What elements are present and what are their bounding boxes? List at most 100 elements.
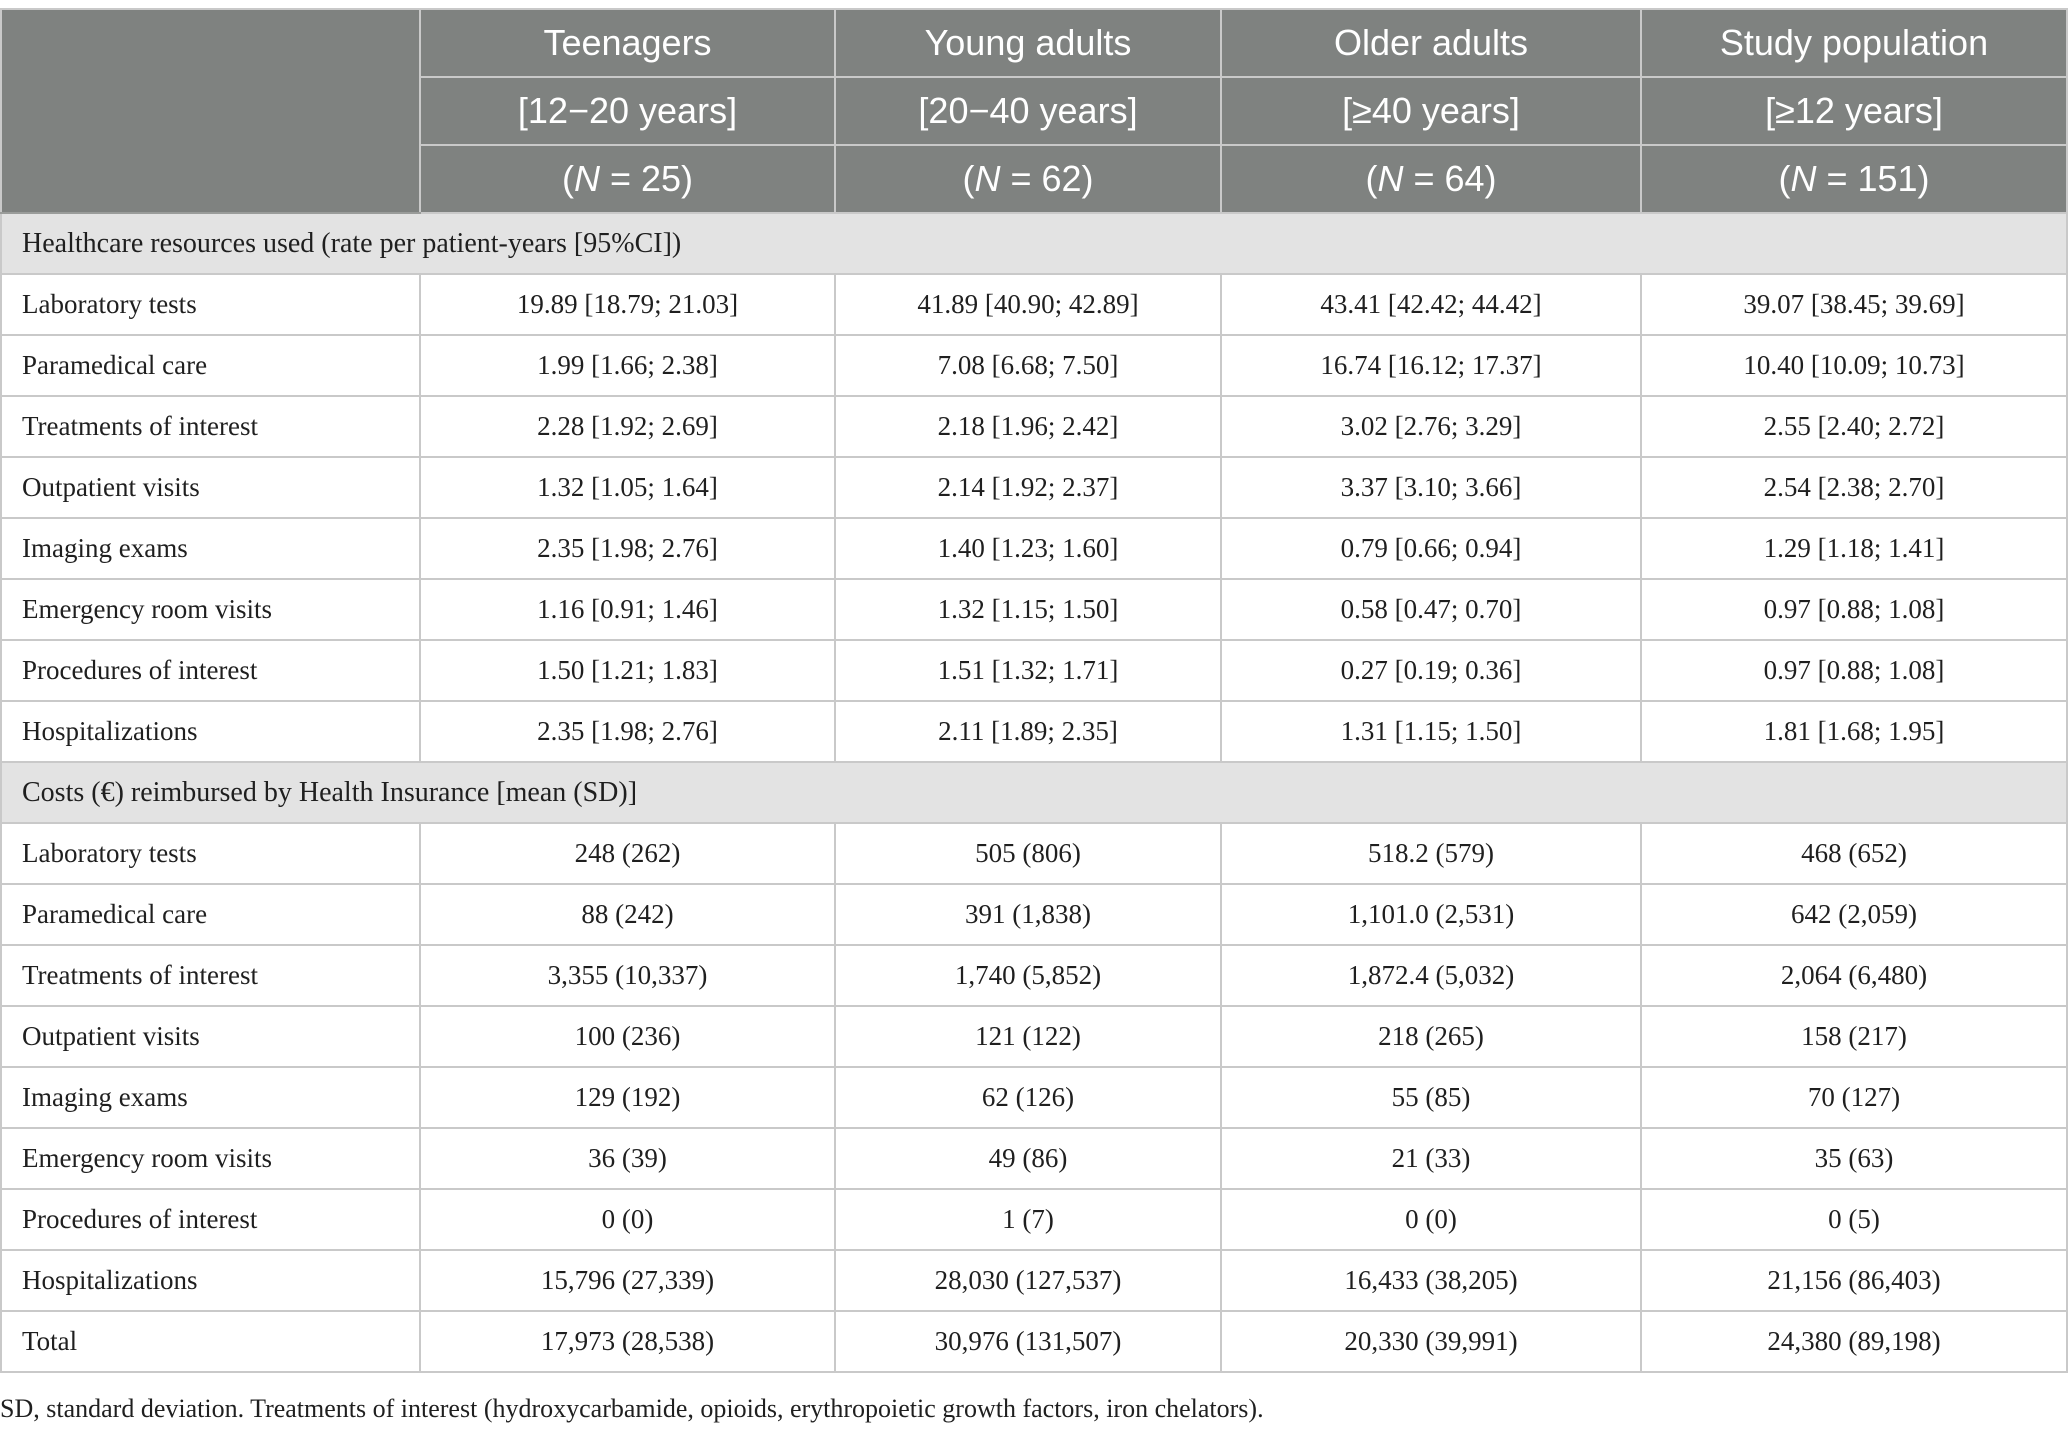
- row-label: Hospitalizations: [0, 1249, 421, 1312]
- table-row: Total 17,973 (28,538) 30,976 (131,507) 20,3…: [0, 1310, 2068, 1373]
- header-row-group: Teenagers Young adults Older adults Stud…: [0, 8, 2068, 214]
- table-footnote: SD, standard deviation. Treatments of in…: [0, 1394, 1264, 1423]
- table-cell: 1.16 [0.91; 1.46]: [419, 578, 836, 641]
- table-cell: 30,976 (131,507): [834, 1310, 1222, 1373]
- table-cell: 391 (1,838): [834, 883, 1222, 946]
- table-cell: 43.41 [42.42; 44.42]: [1220, 273, 1642, 336]
- table-cell: 55 (85): [1220, 1066, 1642, 1129]
- data-table: Teenagers Young adults Older adults Stud…: [0, 8, 2068, 1373]
- row-label: Hospitalizations: [0, 700, 421, 763]
- table-cell: 41.89 [40.90; 42.89]: [834, 273, 1222, 336]
- table-cell: 0 (0): [419, 1188, 836, 1251]
- table-cell: 1.40 [1.23; 1.60]: [834, 517, 1222, 580]
- table-cell: 88 (242): [419, 883, 836, 946]
- table-cell: 28,030 (127,537): [834, 1249, 1222, 1312]
- table-row: Laboratory tests 248 (262) 505 (806) 518.2 …: [0, 822, 2068, 885]
- table-row: Outpatient visits 1.32 [1.05; 1.64] 2.14 […: [0, 456, 2068, 519]
- table-cell: 248 (262): [419, 822, 836, 885]
- table-cell: 3.02 [2.76; 3.29]: [1220, 395, 1642, 458]
- header-range-older-adults: [≥40 years]: [1220, 76, 1642, 146]
- header-n-study-population: (N = 151): [1640, 144, 2068, 214]
- table-cell: 1.99 [1.66; 2.38]: [419, 334, 836, 397]
- table-cell: 19.89 [18.79; 21.03]: [419, 273, 836, 336]
- section-header-row: Healthcare resources used (rate per pati…: [0, 212, 2068, 275]
- table-row: Procedures of interest 1.50 [1.21; 1.83] 1…: [0, 639, 2068, 702]
- table-cell: 158 (217): [1640, 1005, 2068, 1068]
- row-label: Treatments of interest: [0, 395, 421, 458]
- row-label: Total: [0, 1310, 421, 1373]
- table-cell: 39.07 [38.45; 39.69]: [1640, 273, 2068, 336]
- n-symbol: N: [1790, 158, 1817, 199]
- table-cell: 1.31 [1.15; 1.50]: [1220, 700, 1642, 763]
- row-label: Imaging exams: [0, 1066, 421, 1129]
- table-cell: 121 (122): [834, 1005, 1222, 1068]
- table-row: Emergency room visits 36 (39) 49 (86) 21 (3…: [0, 1127, 2068, 1190]
- table-cell: 1.29 [1.18; 1.41]: [1640, 517, 2068, 580]
- table-cell: 16.74 [16.12; 17.37]: [1220, 334, 1642, 397]
- table-cell: 16,433 (38,205): [1220, 1249, 1642, 1312]
- table-row: Imaging exams 129 (192) 62 (126) 55 (85) 70 …: [0, 1066, 2068, 1129]
- table-body: Healthcare resources used (rate per pati…: [0, 212, 2068, 1373]
- table-cell: 7.08 [6.68; 7.50]: [834, 334, 1222, 397]
- header-range-study-population: [≥12 years]: [1640, 76, 2068, 146]
- section-title: Healthcare resources used (rate per pati…: [0, 212, 2068, 275]
- table-cell: 0 (5): [1640, 1188, 2068, 1251]
- table-row: Hospitalizations 15,796 (27,339) 28,030 (1…: [0, 1249, 2068, 1312]
- row-label: Procedures of interest: [0, 1188, 421, 1251]
- table-cell: 0.27 [0.19; 0.36]: [1220, 639, 1642, 702]
- table-cell: 2.18 [1.96; 2.42]: [834, 395, 1222, 458]
- table-cell: 2.54 [2.38; 2.70]: [1640, 456, 2068, 519]
- header-n-young-adults: (N = 62): [834, 144, 1222, 214]
- n-value: = 64: [1403, 158, 1485, 199]
- row-label: Treatments of interest: [0, 944, 421, 1007]
- table-cell: 20,330 (39,991): [1220, 1310, 1642, 1373]
- table-cell: 505 (806): [834, 822, 1222, 885]
- table-cell: 24,380 (89,198): [1640, 1310, 2068, 1373]
- section-title: Costs (€) reimbursed by Health Insurance…: [0, 761, 2068, 824]
- header-group-teenagers: Teenagers: [419, 8, 836, 78]
- header-group-study-population: Study population: [1640, 8, 2068, 78]
- table-cell: 0.97 [0.88; 1.08]: [1640, 639, 2068, 702]
- table-cell: 518.2 (579): [1220, 822, 1642, 885]
- header-n-older-adults: (N = 64): [1220, 144, 1642, 214]
- table-cell: 0.58 [0.47; 0.70]: [1220, 578, 1642, 641]
- table-cell: 2.35 [1.98; 2.76]: [419, 517, 836, 580]
- table-cell: 2.28 [1.92; 2.69]: [419, 395, 836, 458]
- table-row: Laboratory tests 19.89 [18.79; 21.03] 41.8…: [0, 273, 2068, 336]
- table-cell: 2.55 [2.40; 2.72]: [1640, 395, 2068, 458]
- table-cell: 49 (86): [834, 1127, 1222, 1190]
- row-label: Imaging exams: [0, 517, 421, 580]
- row-label: Paramedical care: [0, 334, 421, 397]
- table-cell: 1.51 [1.32; 1.71]: [834, 639, 1222, 702]
- table-cell: 218 (265): [1220, 1005, 1642, 1068]
- table-cell: 70 (127): [1640, 1066, 2068, 1129]
- table-cell: 1.32 [1.15; 1.50]: [834, 578, 1222, 641]
- table-cell: 2,064 (6,480): [1640, 944, 2068, 1007]
- row-label: Procedures of interest: [0, 639, 421, 702]
- table-cell: 36 (39): [419, 1127, 836, 1190]
- table-cell: 62 (126): [834, 1066, 1222, 1129]
- table-cell: 0.79 [0.66; 0.94]: [1220, 517, 1642, 580]
- table-row: Treatments of interest 3,355 (10,337) 1,74…: [0, 944, 2068, 1007]
- table-cell: 468 (652): [1640, 822, 2068, 885]
- table-cell: 3,355 (10,337): [419, 944, 836, 1007]
- table-cell: 642 (2,059): [1640, 883, 2068, 946]
- row-label: Emergency room visits: [0, 578, 421, 641]
- header-range-teenagers: [12−20 years]: [419, 76, 836, 146]
- table-row: Treatments of interest 2.28 [1.92; 2.69] 2…: [0, 395, 2068, 458]
- n-symbol: N: [1377, 158, 1404, 199]
- table-cell: 129 (192): [419, 1066, 836, 1129]
- row-label: Emergency room visits: [0, 1127, 421, 1190]
- table-cell: 35 (63): [1640, 1127, 2068, 1190]
- table-row: Paramedical care 1.99 [1.66; 2.38] 7.08 [6…: [0, 334, 2068, 397]
- header-row-n: (N = 25) (N = 62) (N = 64) (N = 151): [1, 144, 2068, 214]
- table-row: Hospitalizations 2.35 [1.98; 2.76] 2.11 [1…: [0, 700, 2068, 763]
- table-cell: 2.14 [1.92; 2.37]: [834, 456, 1222, 519]
- table-row: Procedures of interest 0 (0) 1 (7) 0 (0) 0 (…: [0, 1188, 2068, 1251]
- row-label: Outpatient visits: [0, 456, 421, 519]
- n-value: = 25: [599, 158, 682, 199]
- table-row: Outpatient visits 100 (236) 121 (122) 218 (…: [0, 1005, 2068, 1068]
- table-cell: 1,740 (5,852): [834, 944, 1222, 1007]
- table-row: Paramedical care 88 (242) 391 (1,838) 1,101…: [0, 883, 2068, 946]
